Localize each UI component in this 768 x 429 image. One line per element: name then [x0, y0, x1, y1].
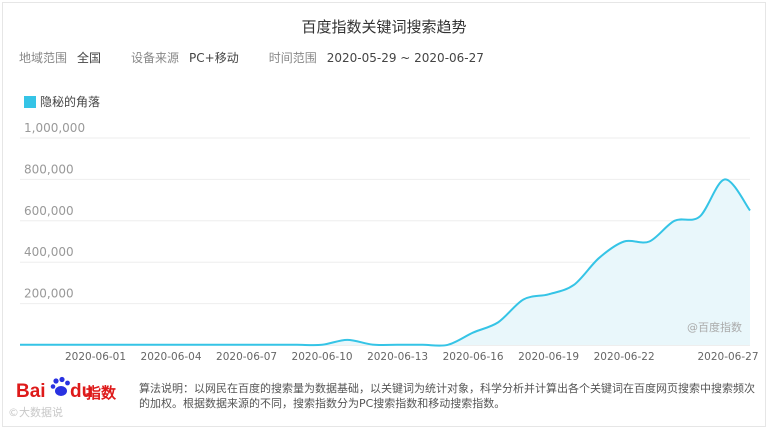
- legend-label: 隐秘的角落: [40, 95, 101, 109]
- baidu-paw-icon: [50, 376, 70, 396]
- logo-bai: Bai: [16, 381, 46, 402]
- x-tick-label: 2020-06-16: [443, 351, 504, 363]
- device-label: 设备来源: [131, 51, 180, 65]
- chart-legend[interactable]: 隐秘的角落: [24, 93, 100, 110]
- y-tick-label: 200,000: [24, 287, 74, 301]
- series-line: [19, 178, 751, 347]
- y-tick-label: 1,000,000: [24, 121, 85, 135]
- algorithm-note: 算法说明：以网民在百度的搜索量为数据基础，以关键词为统计对象，科学分析并计算出各…: [139, 382, 755, 410]
- y-tick-label: 600,000: [24, 204, 74, 218]
- x-tick-label: 2020-06-01: [65, 351, 126, 363]
- x-tick-label: 2020-06-19: [518, 351, 579, 363]
- baidu-index-logo: Bai du 指数: [16, 376, 128, 410]
- logo-zhishu: 指数: [86, 385, 117, 402]
- y-tick-label: 800,000: [24, 162, 74, 176]
- x-tick-label: 2020-06-13: [367, 351, 428, 363]
- series-area: [20, 179, 750, 346]
- chart-watermark: @百度指数: [687, 320, 742, 334]
- time-range-value[interactable]: 2020-05-29 ~ 2020-06-27: [326, 51, 484, 65]
- filter-bar: 地域范围 全国 设备来源 PC+移动 时间范围 2020-05-29 ~ 2020-06-…: [19, 49, 514, 66]
- y-tick-label: 400,000: [24, 245, 74, 259]
- credit-watermark: ©大数据说: [8, 406, 63, 419]
- x-tick-label: 2020-06-07: [216, 351, 277, 363]
- x-tick-label: 2020-06-10: [292, 351, 353, 363]
- region-label: 地域范围: [19, 51, 68, 65]
- legend-swatch: [24, 95, 36, 108]
- x-tick-label: 2020-06-04: [141, 351, 202, 363]
- logo-du: du: [70, 381, 94, 402]
- x-tick-label: 2020-06-22: [594, 351, 655, 363]
- x-tick-label: 2020-06-27: [697, 351, 758, 363]
- time-range-label: 时间范围: [268, 51, 317, 65]
- device-value[interactable]: PC+移动: [189, 51, 239, 65]
- region-value[interactable]: 全国: [77, 51, 102, 65]
- chart-title: 百度指数关键词搜索趋势: [301, 18, 467, 36]
